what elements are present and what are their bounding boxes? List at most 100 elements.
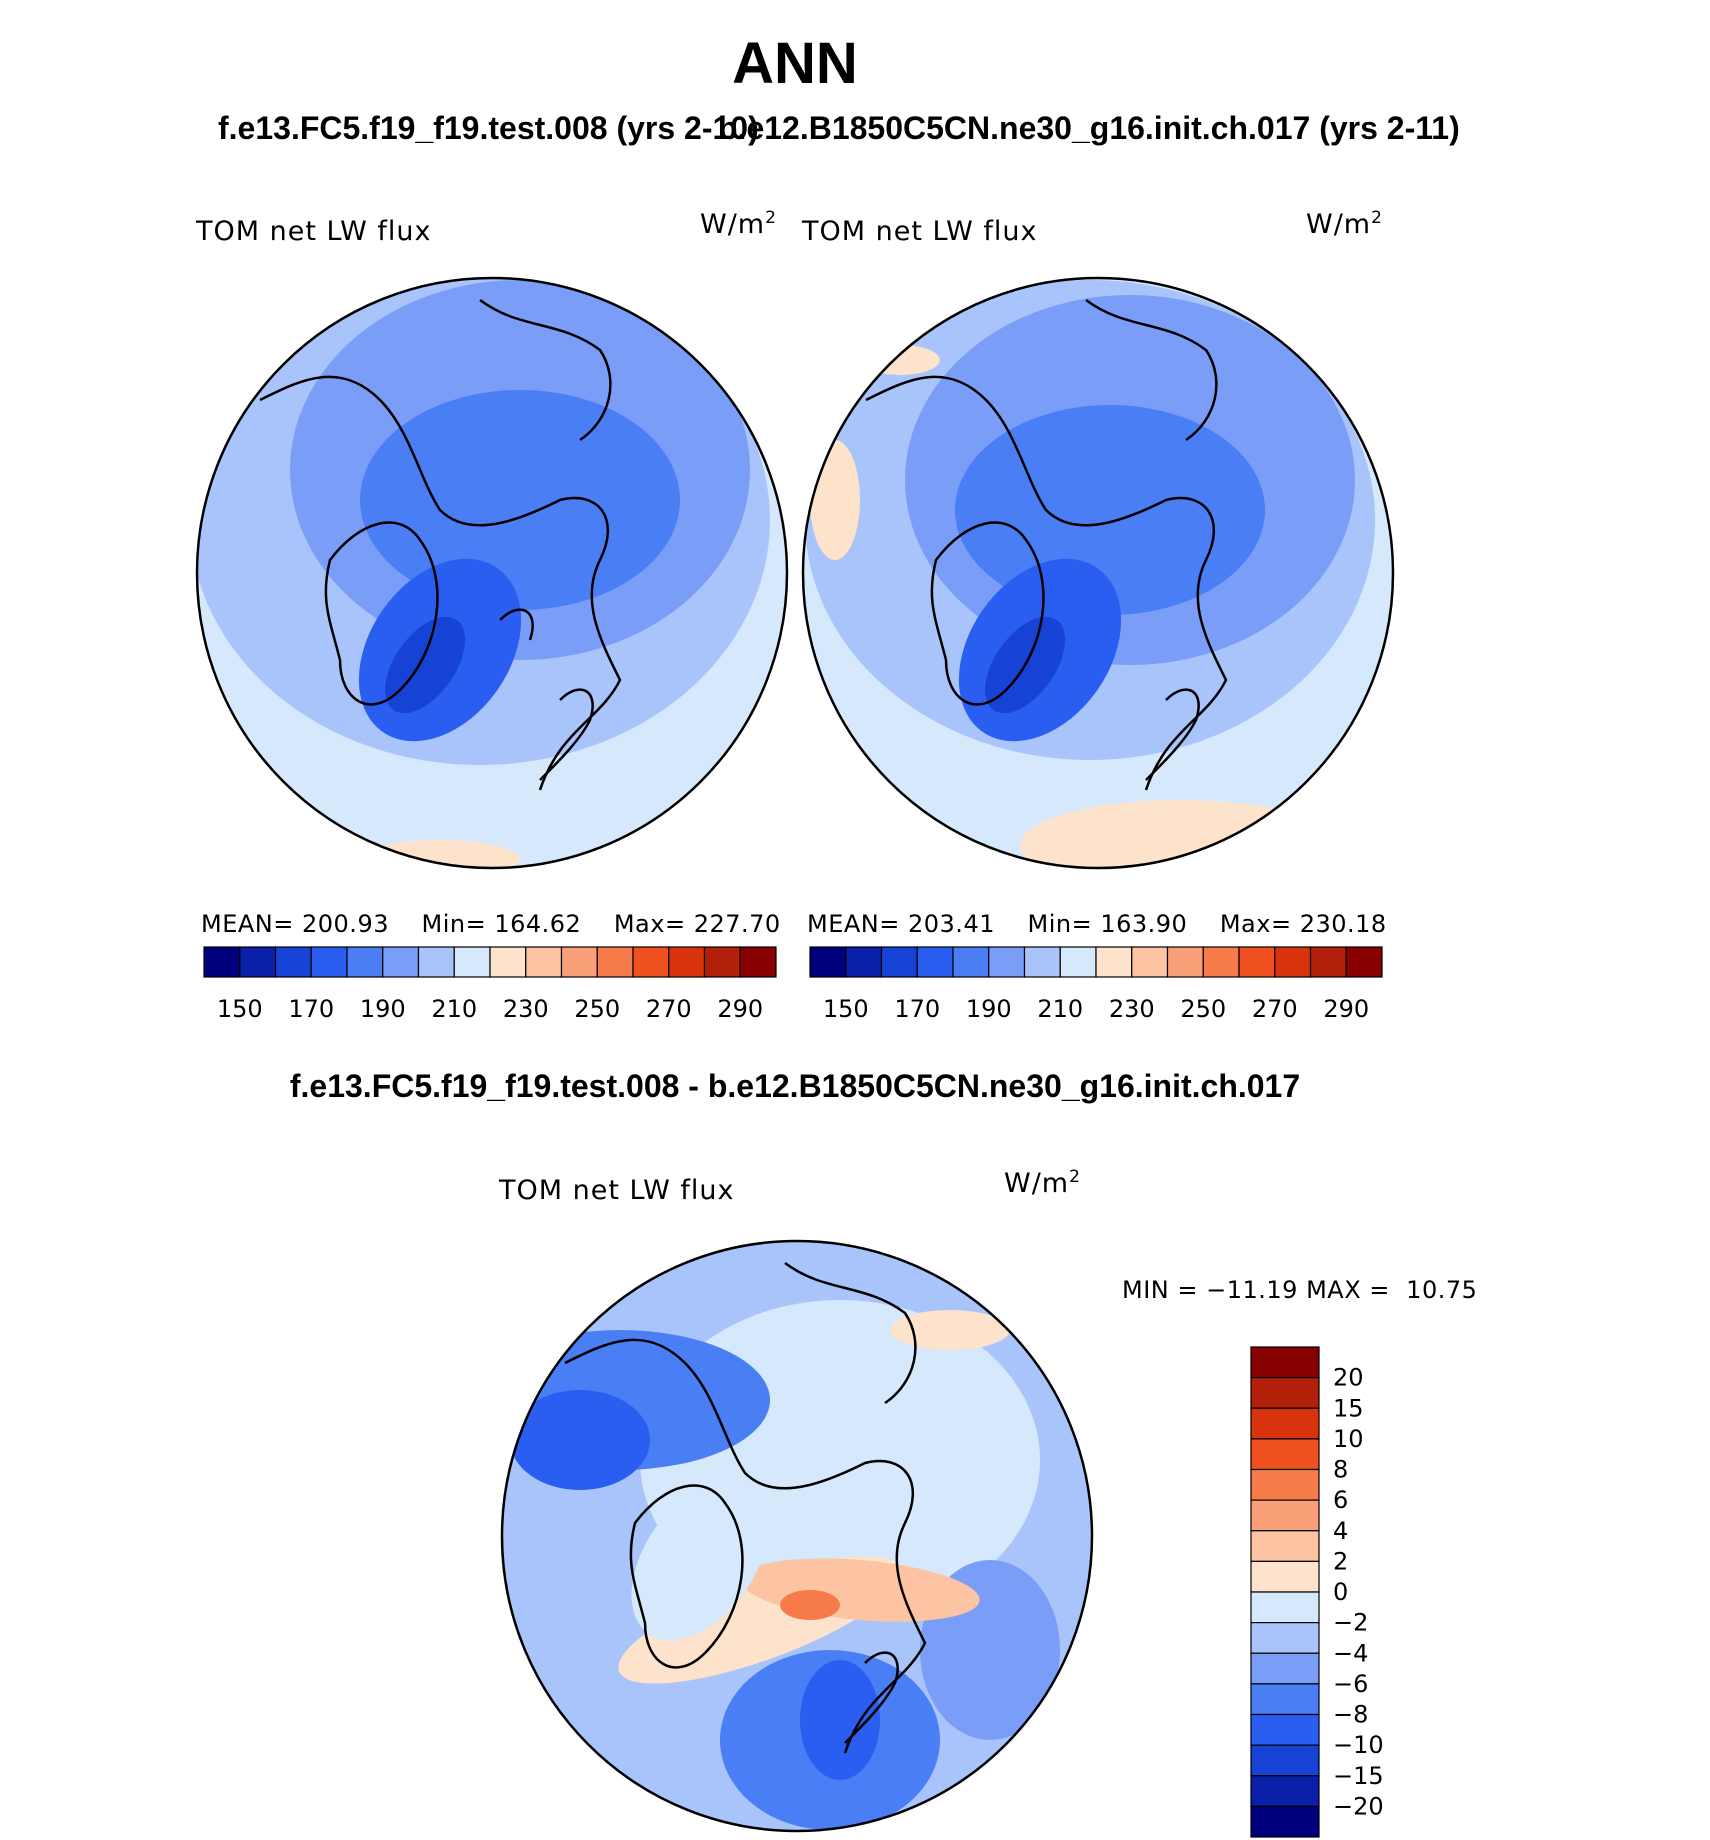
colorbar-swatch <box>1309 946 1347 978</box>
coastlines-diff <box>564 1261 927 1754</box>
colorbar-tick-label: 210 <box>431 995 477 1023</box>
colorbar-tick-label: 0 <box>1333 1578 1348 1606</box>
colorbar-swatch <box>382 946 420 978</box>
colorbar-tick-label: 4 <box>1333 1517 1348 1545</box>
colorbar-tick-label: 190 <box>360 995 406 1023</box>
panel-diff-max: 10.75 <box>1406 1276 1478 1304</box>
coastlines-a <box>259 298 622 791</box>
colorbar-swatch <box>1166 946 1204 978</box>
panel-b-stats: MEAN= 203.41 Min= 163.90 Max= 230.18 <box>807 910 1387 938</box>
panel-diff-variable-label: TOM net LW flux <box>499 1175 735 1206</box>
colorbar-swatch <box>453 946 491 978</box>
colorbar-swatch <box>988 946 1026 978</box>
colorbar-swatch <box>274 946 312 978</box>
colorbar-tick-label: 290 <box>1323 995 1369 1023</box>
colorbar-tick-label: −10 <box>1333 1731 1384 1759</box>
colorbar-tick-label: 20 <box>1333 1364 1364 1392</box>
panel-a-mean: 200.93 <box>302 910 389 938</box>
panel-b-min: 163.90 <box>1100 910 1188 938</box>
colorbar-swatch <box>1250 1560 1320 1593</box>
colorbar-tick-label: 250 <box>1180 995 1226 1023</box>
colorbar-tick-label: 270 <box>1252 995 1298 1023</box>
coastlines-b <box>865 298 1228 791</box>
panel-b-mean: 203.41 <box>908 910 995 938</box>
colorbar-a: 150 170 190 210 230 250 270 290 <box>203 946 777 1023</box>
colorbar-tick-label: 2 <box>1333 1547 1348 1575</box>
colorbar-tick-label: −2 <box>1333 1609 1368 1637</box>
panel-a-stats: MEAN= 200.93 Min= 164.62 Max= 227.70 <box>201 910 781 938</box>
colorbar-swatch <box>596 946 634 978</box>
colorbar-swatch <box>310 946 348 978</box>
colorbar-swatch <box>1250 1530 1320 1562</box>
map-panel-a <box>197 278 787 868</box>
colorbar-swatch <box>845 946 883 978</box>
colorbar-swatch <box>809 946 847 978</box>
colorbar-swatch <box>739 946 777 978</box>
colorbar-swatch <box>1250 1468 1320 1501</box>
colorbar-tick-label: −15 <box>1333 1762 1384 1790</box>
colorbar-swatch <box>1250 1591 1320 1624</box>
colorbar-swatch <box>1274 946 1312 978</box>
colorbar-tick-label: 170 <box>288 995 334 1023</box>
colorbar-swatch <box>239 946 277 978</box>
map-panel-diff <box>502 1241 1092 1831</box>
colorbar-tick-label: 290 <box>717 995 763 1023</box>
colorbar-swatch <box>952 946 990 978</box>
colorbar-tick-label: 15 <box>1333 1394 1364 1422</box>
difference-title: f.e13.FC5.f19_f19.test.008 - b.e12.B1850… <box>289 1068 1301 1104</box>
colorbar-swatch <box>1023 946 1061 978</box>
colorbar-swatch <box>880 946 918 978</box>
colorbar-tick-label: 150 <box>217 995 263 1023</box>
colorbar-swatch <box>1250 1499 1320 1532</box>
colorbar-tick-label: 6 <box>1333 1486 1348 1514</box>
panel-a-units-label: W/m2 <box>700 208 777 240</box>
run-b-title: b.e12.B1850C5CN.ne30_g16.init.ch.017 (yr… <box>718 110 1460 146</box>
colorbar-tick-label: 170 <box>894 995 940 1023</box>
panel-diff-stats: MIN = −11.19 MAX = 10.75 <box>1122 1276 1478 1304</box>
colorbar-tick-label: 250 <box>574 995 620 1023</box>
colorbar-swatch <box>1250 1775 1320 1807</box>
colorbar-swatch <box>1250 1407 1320 1440</box>
colorbar-swatch <box>1250 1346 1320 1379</box>
colorbar-swatch <box>1250 1622 1320 1654</box>
colorbar-tick-label: −6 <box>1333 1670 1368 1698</box>
colorbar-tick-label: −8 <box>1333 1701 1368 1729</box>
colorbar-swatch <box>1250 1805 1320 1838</box>
colorbar-swatch <box>632 946 670 978</box>
panel-diff-min: −11.19 <box>1206 1276 1298 1304</box>
colorbar-swatch <box>1059 946 1097 978</box>
colorbar-swatch <box>1345 946 1383 978</box>
colorbar-tick-label: −20 <box>1333 1792 1384 1820</box>
colorbar-swatch <box>417 946 455 978</box>
figure-title: ANN <box>732 31 858 96</box>
colorbar-swatch <box>1250 1652 1320 1685</box>
colorbar-swatch <box>1238 946 1276 978</box>
map-panel-b <box>803 278 1393 868</box>
colorbar-swatch <box>346 946 384 978</box>
colorbar-swatch <box>703 946 741 978</box>
colorbar-tick-label: 210 <box>1037 995 1083 1023</box>
colorbar-swatch <box>668 946 706 978</box>
colorbar-swatch <box>1250 1744 1320 1777</box>
panel-a-max: 227.70 <box>693 910 781 938</box>
colorbar-tick-label: 150 <box>823 995 869 1023</box>
colorbar-swatch <box>1250 1438 1320 1471</box>
panel-b-max: 230.18 <box>1299 910 1387 938</box>
panel-b-variable-label: TOM net LW flux <box>802 216 1038 247</box>
colorbar-swatch <box>489 946 527 978</box>
colorbar-tick-label: 8 <box>1333 1456 1348 1484</box>
colorbar-swatch <box>1095 946 1133 978</box>
colorbar-swatch <box>916 946 954 978</box>
colorbar-tick-label: 230 <box>1109 995 1155 1023</box>
colorbar-tick-label: 230 <box>503 995 549 1023</box>
colorbar-swatch <box>1250 1713 1320 1746</box>
panel-a-min: 164.62 <box>494 910 582 938</box>
colorbar-b: 150 170 190 210 230 250 270 290 <box>809 946 1383 1023</box>
panel-a-variable-label: TOM net LW flux <box>196 216 432 247</box>
colorbar-swatch <box>560 946 598 978</box>
colorbar-tick-label: 190 <box>966 995 1012 1023</box>
colorbar-swatch <box>203 946 241 978</box>
panel-b-units-label: W/m2 <box>1306 208 1383 240</box>
